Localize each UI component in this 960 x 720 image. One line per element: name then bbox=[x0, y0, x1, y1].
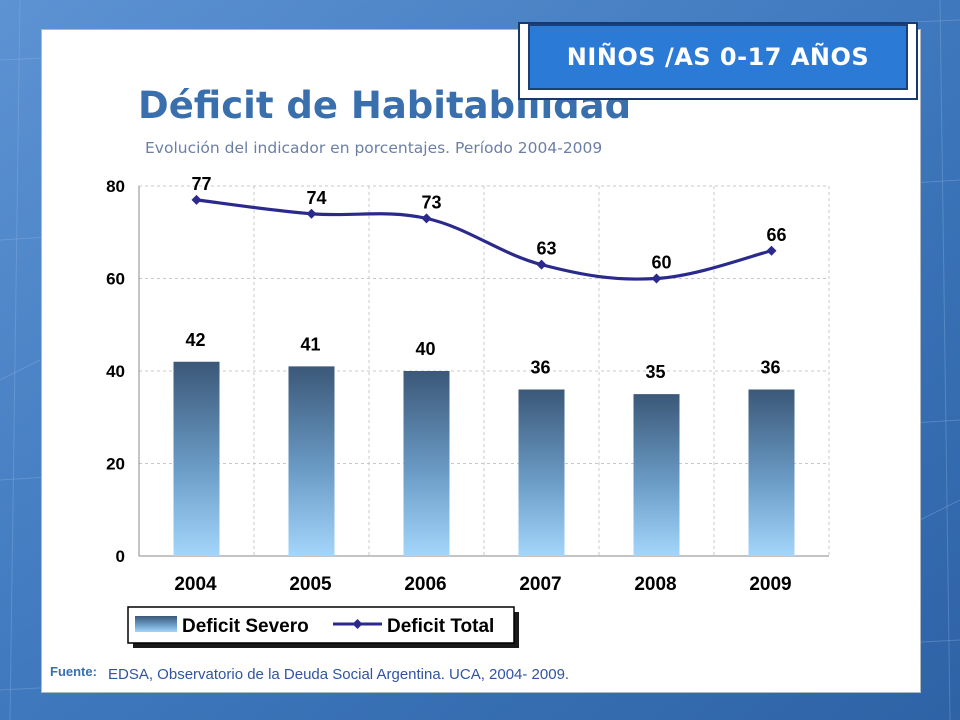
line-marker bbox=[306, 208, 317, 219]
line-data-label: 66 bbox=[766, 225, 786, 245]
line-data-label: 63 bbox=[536, 239, 556, 259]
x-tick-label: 2004 bbox=[174, 574, 217, 595]
grid-lines bbox=[139, 185, 829, 556]
line-series bbox=[191, 194, 777, 284]
legend: Deficit Severo Deficit Total bbox=[127, 606, 519, 648]
bar-data-labels: 42 41 40 36 35 36 bbox=[185, 330, 780, 382]
chart-subtitle: Evolución del indicador en porcentajes. … bbox=[145, 139, 602, 157]
y-tick-label: 0 bbox=[116, 547, 125, 566]
line-data-label: 60 bbox=[651, 253, 671, 273]
source-label: Fuente: bbox=[50, 664, 97, 679]
x-tick-label: 2008 bbox=[634, 574, 676, 595]
line-marker bbox=[766, 245, 777, 256]
bar bbox=[173, 361, 220, 556]
y-tick-label: 60 bbox=[106, 270, 125, 289]
bar bbox=[633, 394, 680, 556]
bar bbox=[288, 366, 335, 556]
source-text: EDSA, Observatorio de la Deuda Social Ar… bbox=[108, 666, 569, 683]
y-axis: 0 20 40 60 80 bbox=[106, 177, 829, 566]
legend-box bbox=[127, 606, 515, 644]
line-data-label: 73 bbox=[421, 192, 441, 212]
bar-data-label: 36 bbox=[760, 358, 780, 378]
x-axis: 2004 2005 2006 2007 2008 2009 bbox=[174, 574, 791, 595]
slide-panel: Déficit de Habitabilidad Evolución del i… bbox=[41, 22, 921, 693]
bar bbox=[518, 389, 565, 556]
legend-label-line: Deficit Total bbox=[387, 616, 494, 637]
bar-data-label: 42 bbox=[185, 330, 205, 350]
line-marker bbox=[421, 213, 432, 224]
x-tick-label: 2005 bbox=[289, 574, 332, 595]
line-data-label: 77 bbox=[191, 174, 211, 194]
line-marker bbox=[536, 259, 547, 270]
line-marker bbox=[651, 273, 662, 284]
bar-data-label: 35 bbox=[645, 362, 665, 382]
legend-label-bar: Deficit Severo bbox=[182, 616, 309, 637]
bar-data-label: 41 bbox=[300, 334, 320, 354]
legend-swatch-bar bbox=[135, 616, 177, 632]
chart: Déficit de Habitabilidad Evolución del i… bbox=[50, 84, 830, 683]
badge-label: NIÑOS /AS 0-17 AÑOS bbox=[528, 24, 908, 90]
y-tick-label: 40 bbox=[106, 362, 125, 381]
y-tick-label: 80 bbox=[106, 177, 125, 196]
x-tick-label: 2007 bbox=[519, 574, 561, 595]
x-tick-label: 2009 bbox=[749, 574, 791, 595]
line-marker bbox=[191, 194, 202, 205]
bar bbox=[748, 389, 795, 556]
bar-series bbox=[173, 361, 795, 556]
line-path bbox=[196, 198, 772, 281]
legend-marker bbox=[352, 619, 363, 629]
line-data-labels: 77 74 73 63 60 66 bbox=[191, 174, 786, 273]
category-badge: NIÑOS /AS 0-17 AÑOS bbox=[518, 22, 918, 100]
bar bbox=[403, 371, 450, 556]
y-tick-label: 20 bbox=[106, 455, 125, 474]
bar-data-label: 36 bbox=[530, 358, 550, 378]
line-data-label: 74 bbox=[306, 188, 326, 208]
bar-data-label: 40 bbox=[415, 339, 435, 359]
x-tick-label: 2006 bbox=[404, 574, 446, 595]
